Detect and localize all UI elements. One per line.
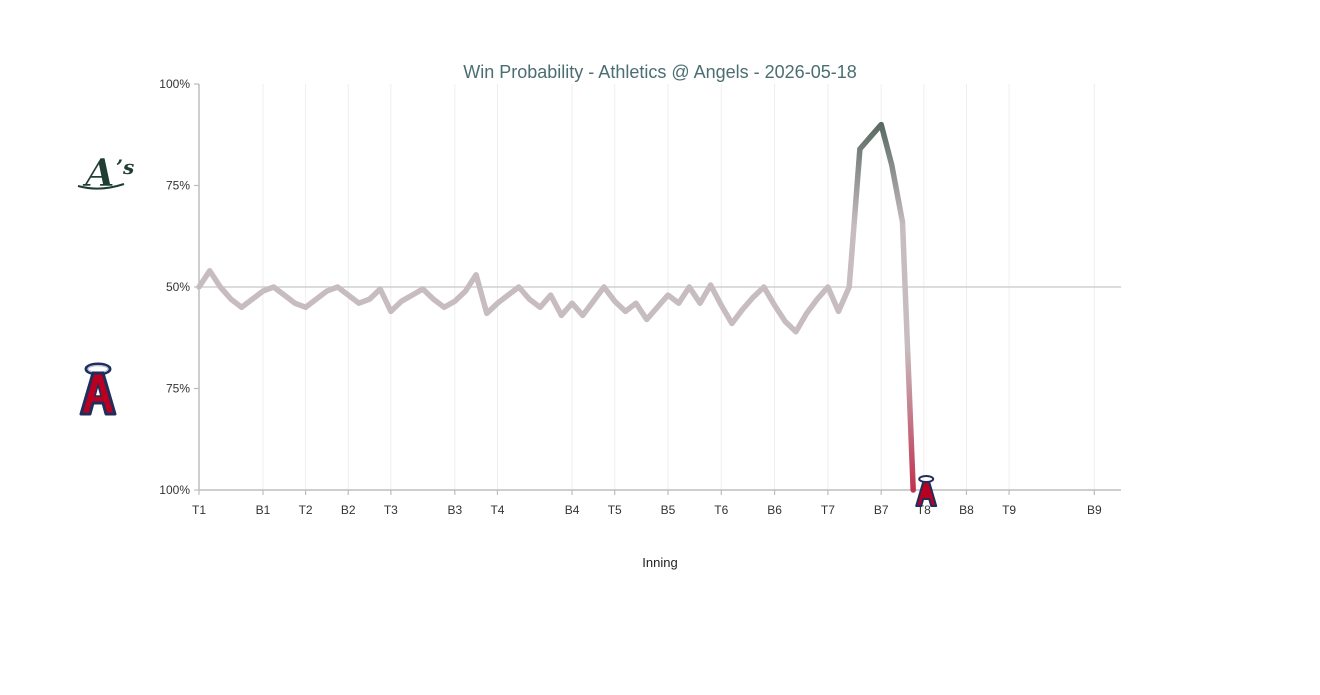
angels-logo-letter-hole <box>94 382 102 397</box>
x-tick-label-b9: B9 <box>1087 503 1102 517</box>
y-axis-ticks: 100% 75% 50% 75% 100% <box>159 77 199 497</box>
x-tick-label-b6: B6 <box>767 503 782 517</box>
x-axis-label: Inning <box>642 555 677 570</box>
y-tick-label-0: 100% <box>159 77 190 91</box>
angels-end-marker <box>915 475 938 507</box>
x-tick-label-b3: B3 <box>447 503 462 517</box>
angels-logo-halo-inner <box>87 364 109 374</box>
x-tick-label-t4: T4 <box>490 503 504 517</box>
x-tick-label-t2: T2 <box>299 503 313 517</box>
angels-end-marker-letter <box>915 481 938 507</box>
x-tick-label-t6: T6 <box>714 503 728 517</box>
chart-title: Win Probability - Athletics @ Angels - 2… <box>463 62 856 82</box>
angels-logo <box>79 362 117 416</box>
athletics-logo-apostrophe-s: ’s <box>116 155 134 179</box>
athletics-logo: A ’s <box>77 150 134 195</box>
x-tick-label-t9: T9 <box>1002 503 1016 517</box>
win-probability-line <box>196 121 916 493</box>
x-tick-label-b4: B4 <box>565 503 580 517</box>
x-tick-label-b5: B5 <box>661 503 676 517</box>
y-tick-label-1: 75% <box>166 179 190 193</box>
x-tick-label-b2: B2 <box>341 503 356 517</box>
x-tick-label-t5: T5 <box>608 503 622 517</box>
y-tick-label-4: 100% <box>159 483 190 497</box>
y-tick-label-3: 75% <box>166 382 190 396</box>
x-tick-label-b8: B8 <box>959 503 974 517</box>
x-tick-label-t3: T3 <box>384 503 398 517</box>
win-probability-series <box>196 121 916 493</box>
x-axis-ticks: T1 B1 T2 B2 T3 B3 T4 B4 T5 B5 T6 B6 T7 B7 T8 B8 T9 B9 <box>192 490 1102 517</box>
x-tick-label-t7: T7 <box>821 503 835 517</box>
x-tick-label-t1: T1 <box>192 503 206 517</box>
y-tick-label-2: 50% <box>166 280 190 294</box>
athletics-logo-swash <box>77 183 125 190</box>
x-tick-label-b1: B1 <box>256 503 271 517</box>
x-tick-label-b7: B7 <box>874 503 889 517</box>
